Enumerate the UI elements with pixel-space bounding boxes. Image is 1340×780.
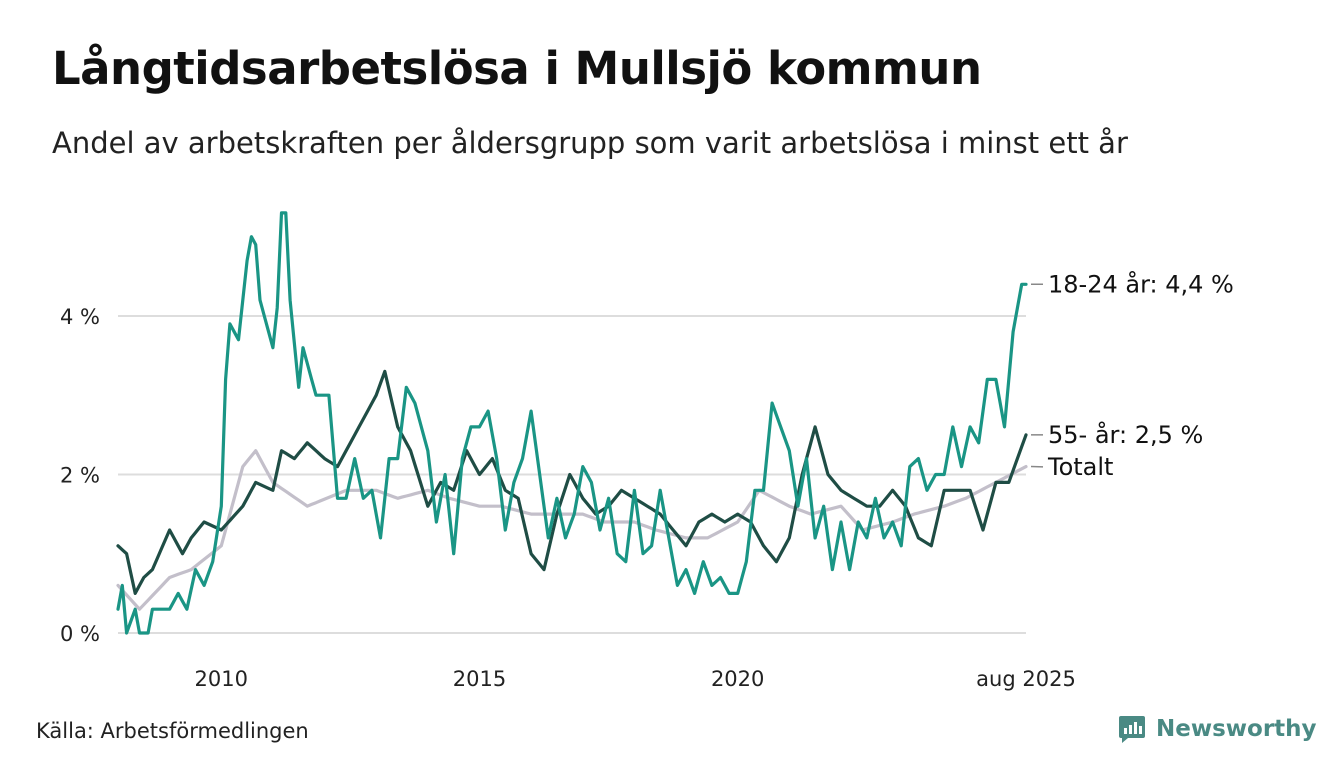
y-tick-label: 0 % xyxy=(60,622,100,646)
source-note: Källa: Arbetsförmedlingen xyxy=(36,719,309,743)
chart-title: Långtidsarbetslösa i Mullsjö kommun xyxy=(52,42,982,95)
newsworthy-logo-icon xyxy=(1119,716,1145,743)
y-tick-label: 4 % xyxy=(60,305,100,329)
series-line-totalt xyxy=(116,449,1028,611)
y-tick-label: 2 % xyxy=(60,463,100,487)
series-lines xyxy=(116,211,1028,635)
series-label-18-24-r: 18-24 år: 4,4 % xyxy=(1048,269,1234,298)
x-tick-label: 2020 xyxy=(711,667,764,691)
series-label-totalt: Totalt xyxy=(1047,453,1113,481)
y-axis-labels: 0 % 2 % 4 % xyxy=(60,305,100,646)
series-label-55-r: 55- år: 2,5 % xyxy=(1048,420,1203,449)
x-tick-label: aug 2025 xyxy=(976,667,1076,691)
series-labels: 18-24 år: 4,4 % 55- år: 2,5 % Totalt xyxy=(1030,269,1234,481)
series-line-55-r xyxy=(116,369,1028,595)
x-tick-label: 2010 xyxy=(195,667,248,691)
brand-logo[interactable]: Newsworthy xyxy=(1118,714,1317,744)
series-line-18-24-r xyxy=(116,211,1028,635)
brand-name: Newsworthy xyxy=(1156,716,1317,742)
grid-lines xyxy=(118,314,1026,634)
chart-subtitle: Andel av arbetskraften per åldersgrupp s… xyxy=(52,126,1128,160)
x-tick-label: 2015 xyxy=(453,667,506,691)
x-axis-labels: 2010 2015 2020 aug 2025 xyxy=(195,667,1076,691)
